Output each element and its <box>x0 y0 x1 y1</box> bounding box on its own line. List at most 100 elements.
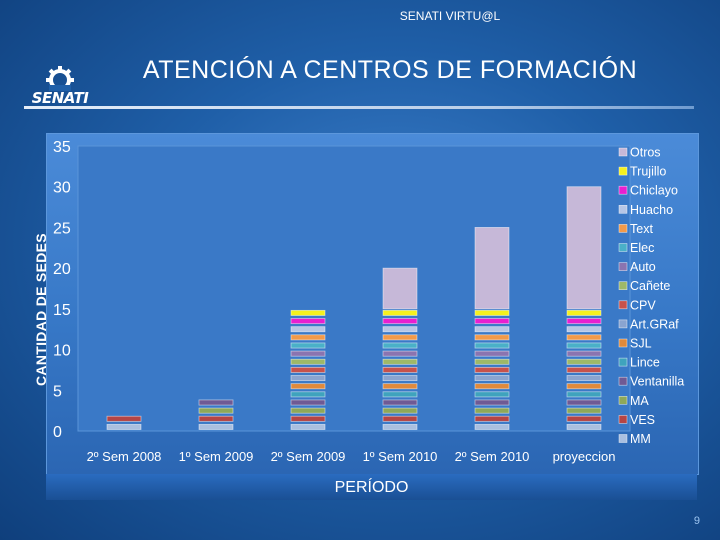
bar-segment-ventanilla <box>566 399 602 406</box>
y-tick-label: 35 <box>53 139 71 156</box>
x-axis-title-bar: PERÍODO <box>46 474 697 500</box>
legend-swatch <box>618 205 628 214</box>
senati-logo: SENATI <box>24 66 96 116</box>
y-tick-label: 5 <box>53 383 62 400</box>
x-tick-label: 1º Sem 2010 <box>363 449 438 464</box>
bar-segment-art-graf <box>382 375 418 382</box>
y-tick-label: 15 <box>53 302 71 319</box>
bar-segment-elec <box>566 342 602 349</box>
bar-segment-mm <box>106 423 142 430</box>
bar-segment-elec <box>474 342 510 349</box>
y-tick-label: 0 <box>53 424 62 441</box>
legend-swatch <box>618 243 628 252</box>
legend-swatch <box>618 395 628 405</box>
bar-segment-elec <box>382 342 418 349</box>
bar-segment-cañete <box>382 358 418 365</box>
legend-swatch <box>618 166 628 176</box>
bar-segment-ma <box>198 407 234 414</box>
y-tick-label: 20 <box>53 261 71 278</box>
y-tick-label: 30 <box>53 180 71 197</box>
bar-segment-auto <box>290 350 326 357</box>
x-tick-label: 2º Sem 2008 <box>87 449 162 464</box>
bar-segment-text <box>382 334 418 341</box>
legend-swatch <box>618 338 628 348</box>
plot-area <box>77 145 631 432</box>
legend-label: SJL <box>630 337 652 351</box>
legend-swatch <box>618 376 628 386</box>
bar-segment-ves <box>474 415 510 422</box>
bar-segment-art-graf <box>566 375 602 382</box>
bar-segment-cpv <box>382 366 418 373</box>
bar-segment-ma <box>382 407 418 414</box>
bar-segment-ves <box>290 415 326 422</box>
legend-swatch <box>618 300 628 310</box>
page-number: 9 <box>693 515 700 527</box>
bar-segment-chiclayo <box>566 318 602 325</box>
bar-segment-sjl <box>474 383 510 390</box>
legend-label: Otros <box>630 146 661 160</box>
bar-segment-huacho <box>474 326 510 333</box>
bar-segment-text <box>566 334 602 341</box>
bar-segment-art-graf <box>290 375 326 382</box>
legend-label: Auto <box>630 260 656 274</box>
bar-segment-chiclayo <box>290 318 326 325</box>
bar-segment-ves <box>566 415 602 422</box>
bar-segment-otros <box>566 186 602 310</box>
bar-segment-ventanilla <box>382 399 418 406</box>
x-tick-label: proyeccion <box>553 449 616 464</box>
bar-segment-text <box>474 334 510 341</box>
legend-swatch <box>618 357 628 367</box>
bar-segment-ventanilla <box>474 399 510 406</box>
legend-label: Art.GRaf <box>630 317 679 331</box>
legend-label: Ventanilla <box>630 375 684 389</box>
legend-label: Elec <box>630 241 654 255</box>
y-axis-title: CANTIDAD DE SEDES <box>33 233 49 386</box>
bar-segment-trujillo <box>566 309 602 316</box>
bar-segment-mm <box>198 423 234 430</box>
bar-segment-cañete <box>290 358 326 365</box>
bar-segment-ves <box>198 415 234 422</box>
x-tick-label: 1º Sem 2009 <box>179 449 254 464</box>
bar-segment-trujillo <box>474 309 510 316</box>
legend-swatch <box>618 224 628 233</box>
legend-label: VES <box>630 413 655 427</box>
bar-segment-sjl <box>382 383 418 390</box>
bar-segment-trujillo <box>290 309 326 316</box>
legend-swatch <box>618 434 628 443</box>
legend-label: Huacho <box>630 203 673 217</box>
legend-swatch <box>618 281 628 290</box>
bar-segment-ma <box>290 407 326 414</box>
legend-label: Trujillo <box>630 165 666 179</box>
bar-segment-cpv <box>566 366 602 373</box>
legend-swatch <box>618 185 628 195</box>
bar-segment-sjl <box>566 383 602 390</box>
bar-segment-mm <box>474 423 510 430</box>
x-tick-label: 2º Sem 2009 <box>271 449 346 464</box>
legend-label: CPV <box>630 298 656 312</box>
bar-segment-elec <box>290 342 326 349</box>
bar-segment-trujillo <box>382 309 418 316</box>
legend-label: Cañete <box>630 279 670 293</box>
bar-segment-cañete <box>566 358 602 365</box>
bar-segment-ma <box>566 407 602 414</box>
bar-segment-lince <box>474 391 510 398</box>
bar-segment-huacho <box>290 326 326 333</box>
legend-swatch <box>618 147 628 157</box>
x-axis-title: PERÍODO <box>334 479 409 496</box>
legend-label: Text <box>630 222 653 236</box>
bar-segment-auto <box>382 350 418 357</box>
bar-segment-art-graf <box>474 375 510 382</box>
bar-segment-otros <box>474 227 510 310</box>
legend-label: MA <box>630 394 649 408</box>
bar-segment-mm <box>290 423 326 430</box>
gear-icon <box>46 66 74 91</box>
bar-segment-huacho <box>566 326 602 333</box>
bar-segment-ves <box>106 415 142 422</box>
logo-text: SENATI <box>31 89 89 107</box>
bar-segment-mm <box>566 423 602 430</box>
bar-segment-lince <box>382 391 418 398</box>
bar-segment-chiclayo <box>474 318 510 325</box>
bar-segment-huacho <box>382 326 418 333</box>
legend-swatch <box>618 262 628 271</box>
legend-swatch <box>618 415 628 424</box>
